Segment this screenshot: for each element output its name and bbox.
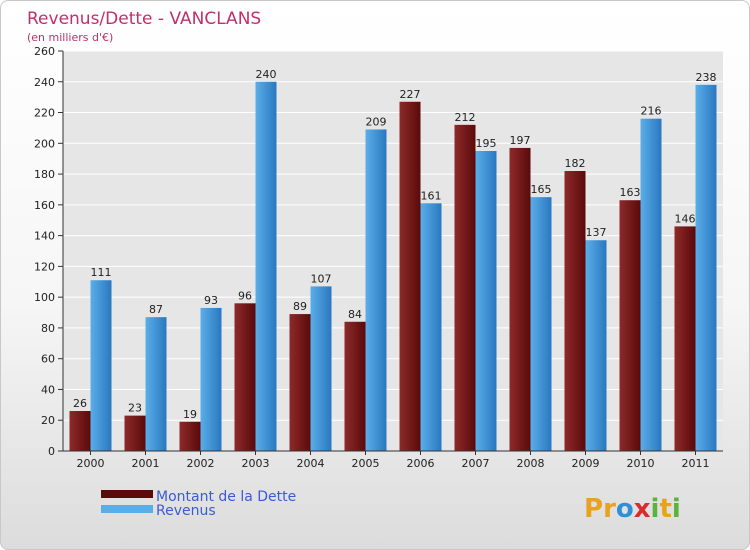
bar-revenus [420,203,442,451]
y-tick-label: 80 [41,322,55,335]
proxiti-logo: Proxiti [584,494,681,524]
bar-dette [124,415,146,451]
logo-letter: x [634,494,651,524]
data-label: 240 [256,68,277,81]
y-tick-label: 0 [48,445,55,458]
data-label: 96 [238,289,252,302]
x-tick-label: 2011 [682,457,710,470]
bar-revenus [255,81,277,452]
y-tick-label: 200 [34,137,55,150]
data-label: 216 [641,105,662,118]
x-tick-label: 2000 [77,457,105,470]
data-label: 197 [510,134,531,147]
data-label: 212 [455,111,476,124]
logo-letter: P [584,494,603,524]
bar-dette [289,314,311,451]
data-label: 26 [73,397,87,410]
y-tick-label: 180 [34,168,55,181]
chart-subtitle: (en milliers d'€) [27,31,113,44]
plot-area: 0 20 40 60 80 100 120 140 160 180 200 220 240 260 26 11… [34,45,723,470]
y-tick-label: 220 [34,107,55,120]
y-tick-label: 120 [34,260,55,273]
data-label: 163 [620,186,641,199]
data-label: 182 [565,157,586,170]
data-label: 107 [311,272,332,285]
logo-letter: i [672,494,681,524]
x-tick-label: 2006 [407,457,435,470]
data-label: 165 [531,183,552,196]
logo-letter: o [616,494,634,524]
bar-revenus [695,84,717,451]
bar-revenus [365,129,387,451]
data-label: 84 [348,308,362,321]
logo-letter: t [659,494,671,524]
logo-letter: r [603,494,616,524]
y-tick-label: 60 [41,353,55,366]
y-tick-label: 100 [34,291,55,304]
legend-swatch-revenus [101,505,153,513]
y-tick-label: 240 [34,76,55,89]
bar-dette [454,124,476,451]
data-label: 93 [204,294,218,307]
data-label: 87 [149,303,163,316]
x-tick-label: 2004 [297,457,325,470]
bar-revenus [585,240,607,451]
data-label: 19 [183,408,197,421]
legend-label-revenus: Revenus [156,503,216,519]
bar-revenus [640,118,662,451]
y-tick-label: 140 [34,230,55,243]
legend-label-dette: Montant de la Dette [156,489,296,505]
x-tick-label: 2005 [352,457,380,470]
x-tick-label: 2001 [132,457,160,470]
bar-dette [674,226,696,451]
data-label: 161 [421,189,442,202]
bar-dette [564,171,586,451]
x-tick-label: 2007 [462,457,490,470]
x-tick-label: 2010 [627,457,655,470]
y-tick-label: 20 [41,414,55,427]
bar-revenus [145,317,167,451]
bar-dette [344,321,366,451]
data-label: 209 [366,115,387,128]
y-tick-label: 260 [34,45,55,58]
x-tick-label: 2008 [517,457,545,470]
x-tick-label: 2009 [572,457,600,470]
x-tick-label: 2002 [187,457,215,470]
data-label: 89 [293,300,307,313]
data-label: 23 [128,402,142,415]
chart-title: Revenus/Dette - VANCLANS [27,9,261,29]
data-label: 227 [400,88,421,101]
data-label: 195 [476,137,497,150]
data-label: 137 [586,226,607,239]
plot-background [63,51,723,451]
bar-dette [619,200,641,451]
x-tick-label: 2003 [242,457,270,470]
bar-dette [509,147,531,451]
bar-dette [234,303,256,451]
bar-dette [179,421,201,451]
legend: Montant de la Dette Revenus [101,489,296,519]
bar-dette [69,411,91,451]
bar-revenus [90,280,112,451]
bar-revenus [200,307,222,451]
bar-dette [399,101,421,452]
bar-revenus [310,286,332,451]
y-tick-label: 160 [34,199,55,212]
logo-letter: i [651,494,660,524]
data-label: 111 [91,266,112,279]
data-label: 238 [696,71,717,84]
bar-revenus [530,197,552,451]
bar-revenus [475,151,497,451]
data-label: 146 [675,212,696,225]
legend-swatch-dette [101,490,153,498]
y-tick-label: 40 [41,383,55,396]
